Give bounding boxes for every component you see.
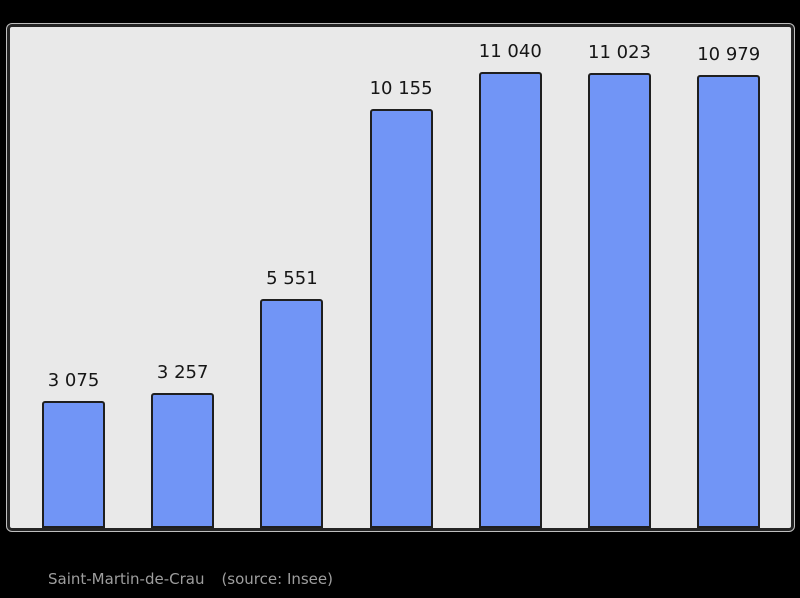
bar — [369, 109, 433, 528]
bar-value-label: 11 023 — [588, 42, 651, 63]
bar-value-label: 5 551 — [266, 268, 318, 289]
bar — [151, 393, 215, 528]
bar-value-label: 3 075 — [47, 370, 100, 391]
caption-commune: Saint-Martin-de-Crau — [48, 570, 205, 588]
bars-layer: 3 075 3 257 5 551 10 155 11 040 11 023 10 979 — [10, 27, 791, 528]
plot-area: 3 075 3 257 5 551 10 155 11 040 11 023 10 979 — [7, 24, 794, 531]
bar — [478, 72, 542, 528]
bar — [260, 299, 324, 528]
bar — [697, 75, 761, 528]
chart-caption: Saint-Martin-de-Crau (source: Insee) — [48, 569, 333, 589]
bar-value-label: 11 040 — [478, 41, 542, 62]
bar-value-label: 3 257 — [156, 362, 209, 383]
bar — [588, 73, 651, 528]
bar-value-label: 10 155 — [369, 78, 433, 99]
bar-value-label: 10 979 — [697, 44, 761, 65]
bar — [42, 401, 105, 528]
caption-source: (source: Insee) — [221, 570, 333, 588]
